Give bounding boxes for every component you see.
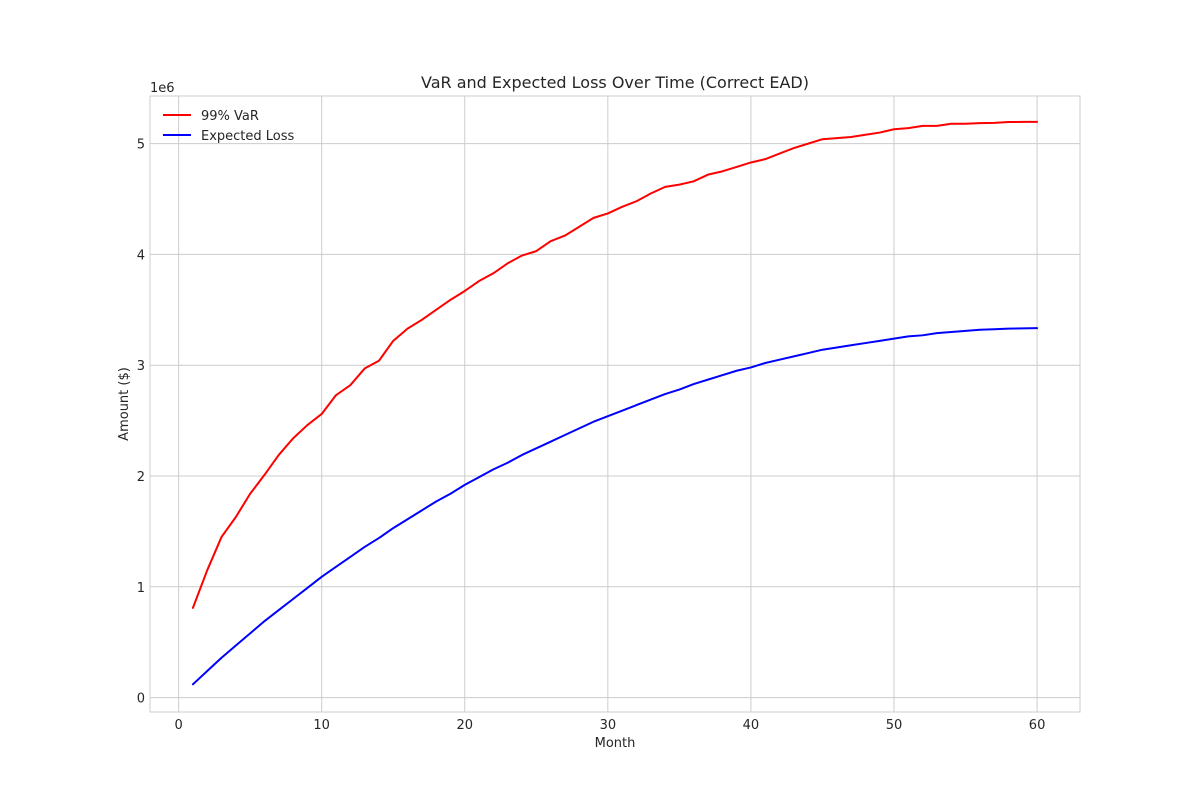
chart-title: VaR and Expected Loss Over Time (Correct…: [421, 73, 809, 92]
x-tick-label: 60: [1029, 718, 1046, 733]
x-axis-label: Month: [595, 736, 636, 751]
x-gridlines: [178, 96, 1038, 712]
x-tick-label: 40: [743, 718, 760, 733]
x-tick-label: 50: [886, 718, 903, 733]
y-tick-label: 4: [137, 248, 145, 263]
y-gridlines: [150, 143, 1080, 699]
x-tick-label: 30: [600, 718, 617, 733]
y-tick-label: 5: [137, 138, 145, 153]
y-tick-labels: 0 1 2 3 4 5: [137, 138, 145, 707]
y-offset-label: 1e6: [150, 81, 175, 96]
x-tick-label: 0: [174, 718, 182, 733]
plot-background: [150, 96, 1080, 712]
series-line-var-99: [191, 120, 1039, 609]
series-layer: [191, 120, 1039, 686]
plot-frame: [149, 95, 1081, 713]
y-tick-label: 1: [137, 581, 145, 596]
legend-label-expected-loss: Expected Loss: [201, 129, 295, 144]
x-tick-label: 20: [456, 718, 473, 733]
x-tick-labels: 0 10 20 30 40 50 60: [174, 718, 1045, 733]
series-line-expected-loss: [191, 327, 1039, 686]
y-axis-label: Amount ($): [117, 367, 132, 441]
y-tick-label: 2: [137, 470, 145, 485]
x-tick-label: 10: [313, 718, 330, 733]
legend-label-var: 99% VaR: [201, 109, 259, 124]
legend: 99% VaR Expected Loss: [163, 109, 295, 144]
y-tick-label: 0: [137, 692, 145, 707]
y-tick-label: 3: [137, 359, 145, 374]
